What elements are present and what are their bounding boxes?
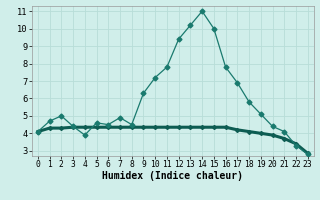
X-axis label: Humidex (Indice chaleur): Humidex (Indice chaleur) [102, 171, 243, 181]
